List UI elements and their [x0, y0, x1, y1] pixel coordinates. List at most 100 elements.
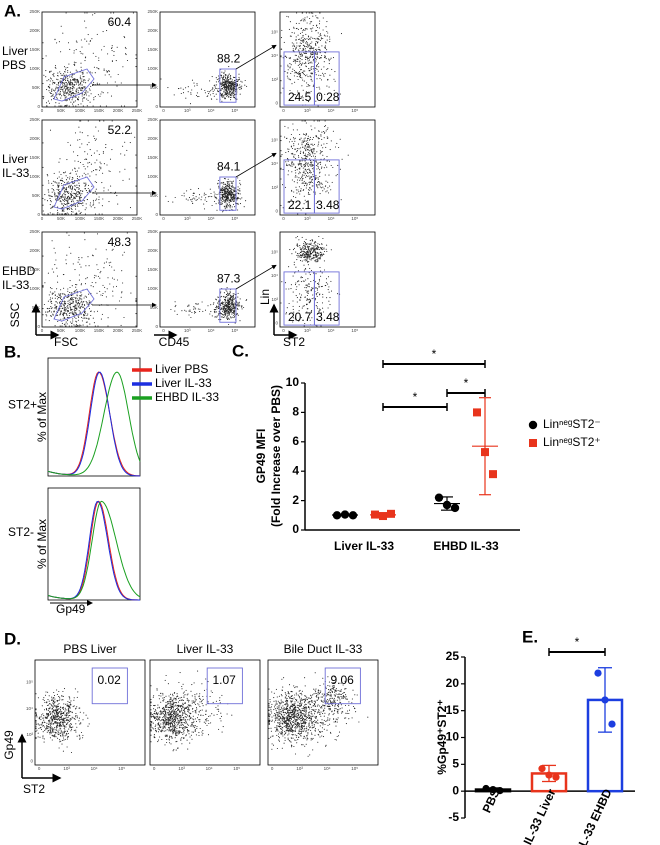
event-dot — [83, 80, 85, 82]
event-dot — [75, 173, 77, 175]
event-dot — [311, 30, 313, 32]
event-dot — [302, 70, 304, 72]
event-dot — [64, 191, 66, 193]
event-dot — [234, 88, 236, 90]
y-tick-label: 0 — [37, 212, 40, 217]
event-dot — [225, 84, 227, 86]
event-dot — [227, 312, 229, 314]
event-dot — [76, 295, 78, 297]
event-dot — [74, 310, 76, 312]
event-dot — [93, 99, 95, 101]
event-dot — [227, 81, 229, 83]
event-dot — [226, 191, 228, 193]
event-dot — [80, 195, 82, 197]
event-dot — [59, 297, 62, 299]
event-dot — [70, 101, 72, 103]
event-dot — [225, 92, 227, 95]
event-dot — [80, 86, 82, 89]
event-dot — [95, 138, 97, 140]
event-dot — [233, 96, 235, 99]
event-dot — [73, 188, 76, 190]
event-dot — [185, 198, 187, 200]
event-dot — [191, 311, 193, 314]
event-dot — [72, 92, 74, 94]
event-dot — [329, 149, 331, 151]
event-dot — [58, 708, 60, 710]
event-dot — [306, 291, 308, 293]
event-dot — [62, 318, 64, 320]
event-dot — [60, 740, 62, 742]
event-dot — [287, 201, 289, 203]
event-dot — [303, 242, 305, 244]
event-dot — [76, 41, 78, 43]
event-dot — [295, 39, 297, 41]
event-dot — [302, 164, 304, 166]
event-dot — [224, 300, 226, 302]
event-dot — [193, 192, 195, 194]
event-dot — [287, 77, 289, 79]
event-dot — [53, 728, 55, 730]
event-dot — [52, 74, 54, 76]
event-dot — [81, 303, 83, 305]
event-dot — [124, 141, 126, 143]
event-dot — [124, 37, 126, 39]
event-dot — [57, 72, 59, 74]
gate-value: 20.7 — [288, 310, 312, 324]
event-dot — [215, 93, 217, 95]
event-dot — [305, 163, 307, 165]
event-dot — [301, 276, 304, 279]
event-dot — [78, 126, 80, 128]
event-dot — [69, 306, 71, 308]
event-dot — [329, 304, 331, 306]
event-dot — [295, 47, 297, 49]
event-dot — [292, 137, 295, 139]
event-dot — [49, 197, 51, 200]
event-dot — [72, 200, 74, 202]
event-dot — [280, 167, 282, 169]
event-dot — [300, 55, 302, 57]
event-dot — [74, 84, 76, 86]
event-dot — [313, 247, 315, 249]
event-dot — [56, 689, 58, 691]
event-dot — [292, 48, 294, 50]
event-dot — [42, 184, 44, 186]
event-dot — [51, 698, 53, 700]
event-dot — [75, 69, 77, 71]
event-dot — [70, 718, 72, 720]
event-dot — [95, 199, 97, 201]
event-dot — [91, 171, 93, 173]
event-dot — [97, 68, 99, 70]
event-dot — [318, 310, 320, 312]
event-dot — [226, 315, 228, 317]
event-dot — [337, 164, 339, 166]
event-dot — [333, 78, 335, 80]
event-dot — [232, 83, 234, 85]
event-dot — [65, 100, 67, 102]
event-dot — [63, 82, 65, 84]
event-dot — [74, 291, 76, 293]
event-dot — [308, 283, 310, 285]
event-dot — [72, 78, 74, 81]
event-dot — [306, 183, 308, 185]
event-dot — [206, 95, 208, 98]
event-dot — [72, 211, 74, 213]
event-dot — [54, 291, 56, 293]
event-dot — [318, 57, 321, 59]
event-dot — [193, 82, 195, 84]
y-tick-label: 0 — [37, 324, 40, 329]
event-dot — [287, 66, 289, 68]
event-dot — [56, 700, 58, 702]
y-tick-label: 200K — [29, 248, 40, 253]
event-dot — [290, 288, 292, 290]
event-dot — [287, 16, 290, 18]
event-dot — [110, 22, 112, 24]
event-dot — [65, 715, 68, 717]
event-dot — [174, 196, 176, 199]
y-tick-label: 100K — [29, 66, 40, 71]
event-dot — [77, 90, 79, 92]
event-dot — [339, 138, 341, 140]
event-dot — [68, 312, 70, 315]
event-dot — [69, 187, 71, 189]
event-dot — [77, 200, 79, 202]
event-dot — [59, 696, 61, 698]
